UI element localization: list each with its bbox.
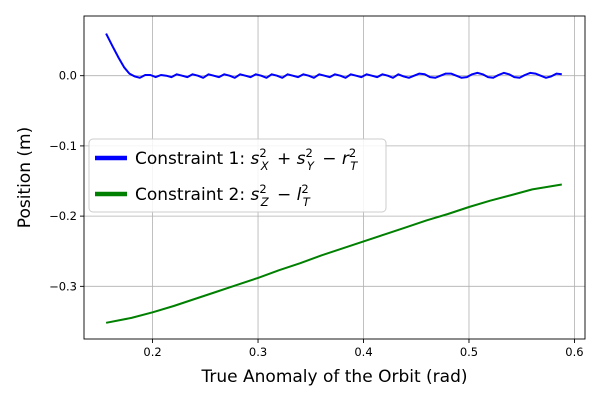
legend-label-2: Constraint 2: s2 Z − l2 T: [135, 182, 311, 209]
series-line-2: [105, 183, 562, 324]
y-axis-label: Position (m): [15, 127, 35, 228]
series-line-1: [105, 33, 562, 79]
y-tick-label: 0.0: [59, 69, 77, 83]
y-tick-label: −0.3: [49, 279, 77, 293]
legend: Constraint 1: s2 X + s2 Y − r2 T Constraint…: [88, 138, 387, 213]
x-tick-label: 0.2: [143, 345, 161, 359]
legend-series-name: Constraint 1:: [135, 149, 251, 169]
x-axis-ticks: 0.2 0.3 0.4 0.5 0.6: [143, 339, 584, 359]
legend-box: [88, 138, 387, 213]
y-tick-label: −0.2: [49, 209, 77, 223]
plot-frame: [83, 15, 586, 340]
y-tick-label: −0.1: [49, 139, 77, 153]
legend-series-name: Constraint 2:: [135, 185, 251, 205]
x-tick-label: 0.4: [354, 345, 372, 359]
x-tick-label: 0.6: [565, 345, 583, 359]
x-tick-label: 0.5: [460, 345, 478, 359]
y-axis-ticks: 0.0 −0.1 −0.2 −0.3: [49, 69, 84, 293]
x-tick-label: 0.3: [249, 345, 267, 359]
legend-label-1: Constraint 1: s2 X + s2 Y − r2 T: [135, 146, 358, 173]
series-layer: [105, 33, 562, 324]
x-axis-label: True Anomaly of the Orbit (rad): [201, 367, 468, 387]
